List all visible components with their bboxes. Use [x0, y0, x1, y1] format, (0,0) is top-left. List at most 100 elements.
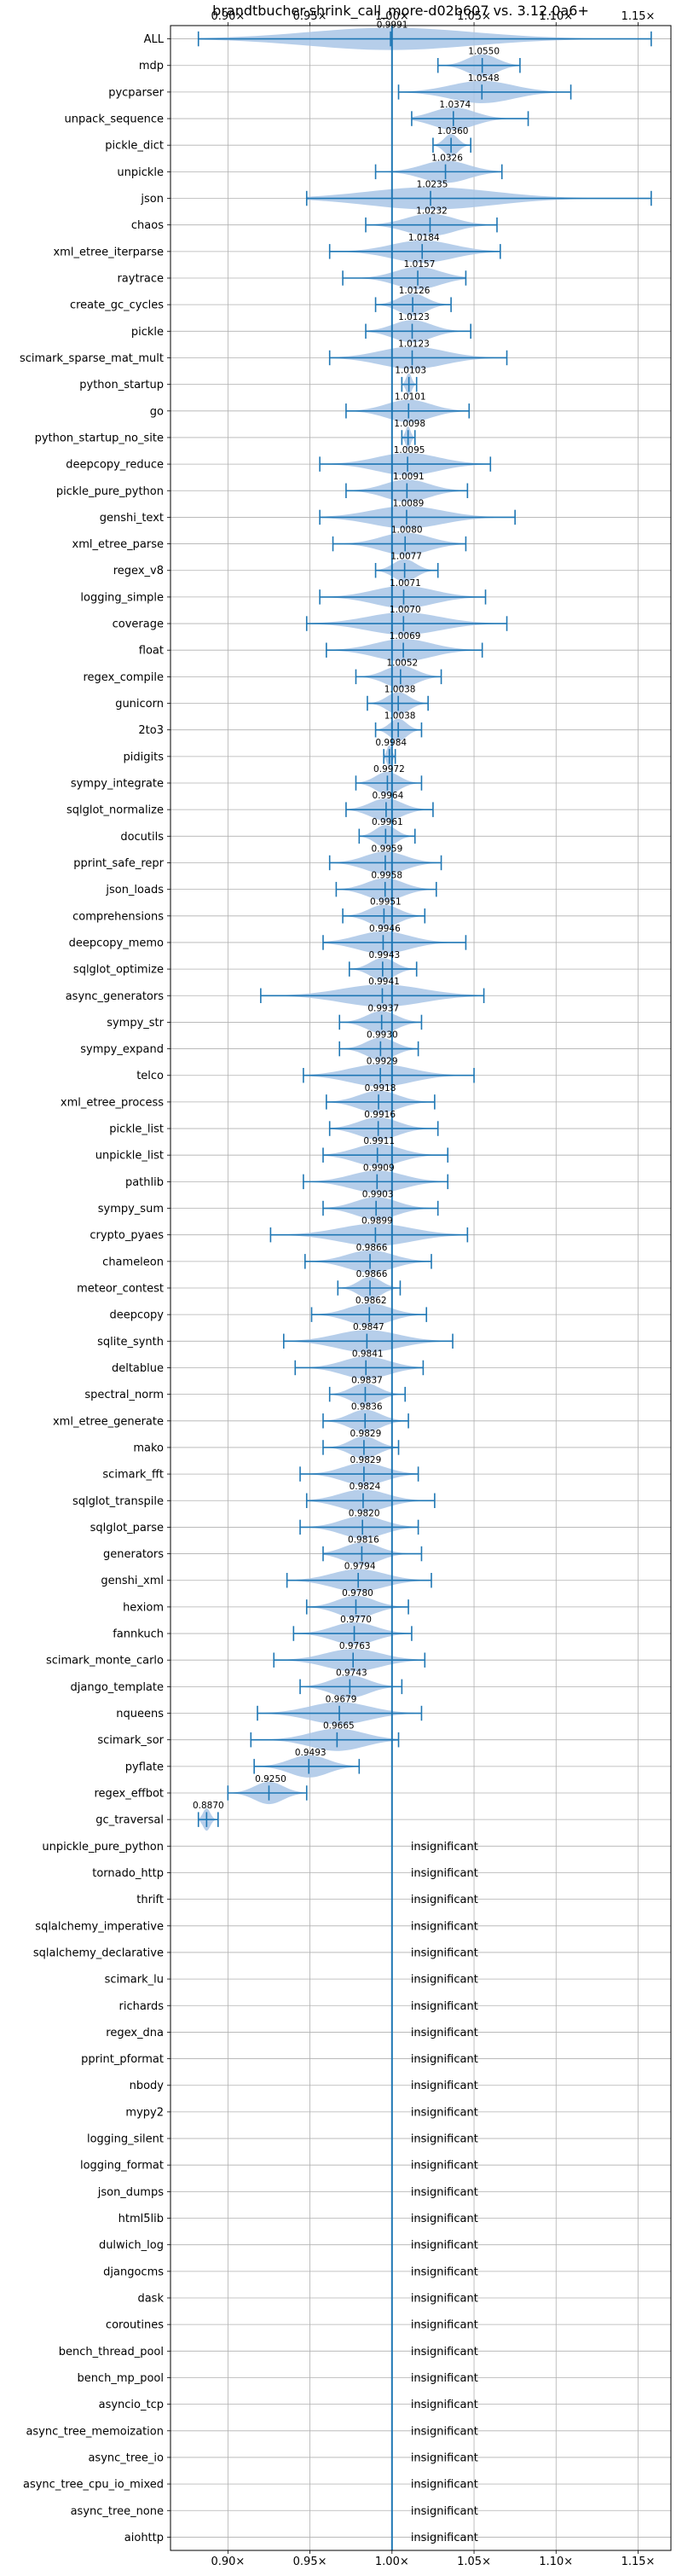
category-label: scimark_sparse_mat_mult: [20, 352, 164, 365]
category-label: meteor_contest: [77, 1283, 164, 1296]
category-label: bench_mp_pool: [77, 2372, 164, 2385]
category-label: unpack_sequence: [64, 113, 164, 126]
category-label: json: [140, 193, 164, 206]
insignificant-label: insignificant: [411, 2532, 478, 2544]
value-label: 0.9951: [370, 897, 402, 908]
insignificant-label: insignificant: [411, 2239, 478, 2252]
value-label: 0.9941: [368, 977, 400, 987]
category-label: html5lib: [118, 2213, 164, 2225]
value-label: 1.0077: [390, 552, 422, 562]
insignificant-label: insignificant: [411, 2479, 478, 2492]
x-tick-label-bottom: 0.95×: [293, 2556, 327, 2568]
value-label: 1.0374: [439, 100, 471, 110]
category-label: telco: [136, 1070, 164, 1082]
category-label: sqlglot_normalize: [66, 804, 164, 817]
insignificant-label: insignificant: [411, 2372, 478, 2385]
insignificant-label: insignificant: [411, 2186, 478, 2199]
value-label: 0.9841: [352, 1349, 384, 1359]
value-label: 0.9665: [323, 1721, 355, 1732]
chart-title: brandtbucher-shrink_call_more-d02b607 vs…: [212, 3, 589, 20]
insignificant-label: insignificant: [411, 2027, 478, 2039]
value-label: 1.0548: [468, 73, 500, 84]
value-label: 1.0070: [390, 605, 421, 615]
value-label: 1.0098: [394, 419, 425, 429]
value-label: 0.9918: [365, 1083, 396, 1094]
value-label: 0.9493: [295, 1748, 327, 1758]
value-label: 0.9929: [367, 1057, 398, 1067]
category-label: xml_etree_parse: [72, 538, 164, 551]
category-label: aiohttp: [124, 2532, 164, 2544]
category-label: asyncio_tcp: [99, 2399, 164, 2411]
value-label: 1.0326: [431, 153, 463, 163]
value-label: 1.0069: [390, 631, 421, 641]
value-label: 1.0123: [398, 312, 430, 322]
category-label: thrift: [136, 1894, 164, 1906]
value-label: 0.9816: [348, 1535, 379, 1545]
insignificant-label: insignificant: [411, 2080, 478, 2092]
value-label: 0.9964: [373, 791, 404, 801]
x-tick-label-top: 1.05×: [457, 10, 491, 23]
insignificant-label: insignificant: [411, 1920, 478, 1933]
category-label: deepcopy: [109, 1309, 164, 1322]
insignificant-label: insignificant: [411, 2266, 478, 2278]
category-label: async_tree_cpu_io_mixed: [23, 2479, 164, 2492]
category-label: float: [139, 645, 164, 658]
value-label: 0.9899: [361, 1216, 393, 1227]
value-label: 1.0071: [390, 578, 421, 589]
category-label: comprehensions: [72, 910, 164, 923]
insignificant-label: insignificant: [411, 1894, 478, 1906]
insignificant-label: insignificant: [411, 2160, 478, 2173]
category-label: pathlib: [125, 1176, 164, 1189]
category-label: genshi_xml: [101, 1575, 164, 1587]
x-tick-label-bottom: 1.10×: [539, 2556, 573, 2568]
category-label: genshi_text: [100, 512, 164, 525]
value-label: 1.0232: [416, 206, 448, 217]
category-label: 2to3: [138, 724, 164, 737]
category-label: mdp: [139, 60, 164, 73]
insignificant-label: insignificant: [411, 2425, 478, 2438]
value-label: 1.0126: [399, 286, 431, 296]
category-label: pycparser: [108, 86, 164, 99]
value-label: 0.9837: [351, 1376, 383, 1386]
insignificant-label: insignificant: [411, 2000, 478, 2013]
value-label: 0.9250: [255, 1774, 286, 1784]
category-label: sympy_sum: [98, 1203, 164, 1215]
category-label: sqlalchemy_imperative: [35, 1920, 164, 1933]
category-label: unpickle_pure_python: [42, 1841, 164, 1854]
value-label: 1.0095: [394, 445, 425, 455]
category-label: deepcopy_reduce: [66, 459, 164, 472]
value-label: 1.0101: [395, 392, 426, 403]
value-label: 0.9937: [367, 1003, 399, 1013]
value-label: 1.0091: [393, 472, 425, 482]
value-label: 0.9909: [363, 1163, 395, 1173]
category-label: sqlglot_parse: [90, 1522, 164, 1535]
category-label: dulwich_log: [99, 2239, 164, 2252]
category-label: go: [150, 405, 164, 418]
value-label: 0.9770: [340, 1615, 372, 1625]
category-label: json_loads: [105, 884, 164, 896]
category-label: crypto_pyaes: [90, 1229, 164, 1242]
x-tick-label-top: 1.00×: [375, 10, 409, 23]
category-label: regex_dna: [106, 2027, 164, 2039]
value-label: 1.0360: [437, 126, 469, 136]
insignificant-label: insignificant: [411, 2293, 478, 2306]
value-label: 0.9836: [351, 1402, 383, 1413]
x-tick-label-top: 0.95×: [293, 10, 327, 23]
category-label: pyflate: [125, 1761, 164, 1773]
category-label: async_tree_memoization: [26, 2425, 164, 2438]
category-label: docutils: [120, 831, 164, 844]
value-label: 0.9847: [353, 1322, 384, 1332]
category-label: tornado_http: [92, 1867, 164, 1880]
value-label: 1.0235: [417, 179, 448, 189]
value-label: 0.9763: [339, 1641, 371, 1651]
category-label: dask: [137, 2293, 164, 2306]
value-label: 0.9916: [364, 1110, 396, 1120]
value-label: 0.9958: [371, 871, 402, 881]
category-label: sqlglot_transpile: [72, 1495, 164, 1508]
category-label: async_generators: [66, 990, 165, 1003]
category-label: xml_etree_iterparse: [53, 246, 164, 258]
insignificant-label: insignificant: [411, 1947, 478, 1959]
category-label: django_template: [71, 1681, 164, 1694]
insignificant-label: insignificant: [411, 2346, 478, 2358]
